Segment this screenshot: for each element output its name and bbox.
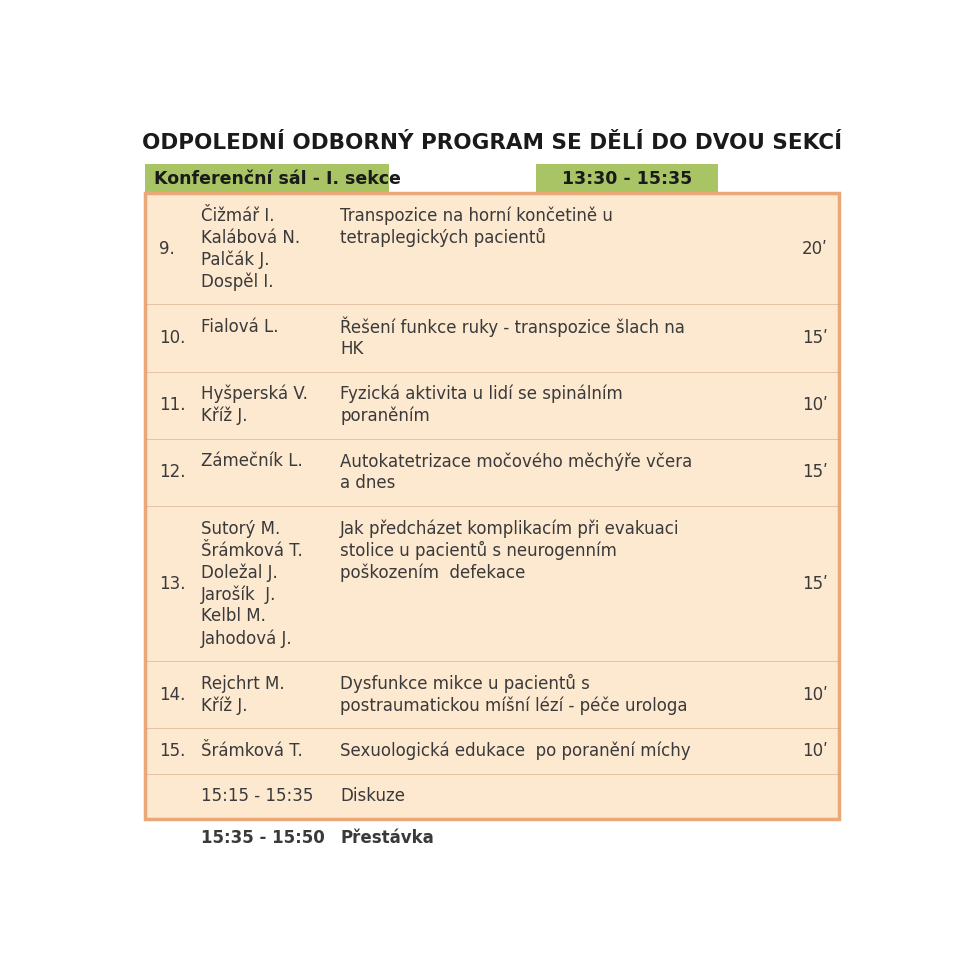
Text: Palčák J.: Palčák J. [201, 251, 269, 269]
Text: 15ʹ: 15ʹ [802, 329, 828, 347]
Text: Řešení funkce ruky - transpozice šlach na: Řešení funkce ruky - transpozice šlach n… [340, 317, 685, 337]
Text: a dnes: a dnes [340, 474, 396, 493]
Text: poraněním: poraněním [340, 407, 430, 425]
Text: Rejchrt M.: Rejchrt M. [201, 675, 284, 693]
Bar [145, 164, 389, 194]
Bar [145, 194, 839, 819]
Text: 10.: 10. [158, 329, 185, 347]
Text: Šrámková T.: Šrámková T. [201, 741, 302, 760]
Text: ODPOLEDNÍ ODBORNÝ PROGRAM SE DĚLÍ DO DVOU SEKCÍ: ODPOLEDNÍ ODBORNÝ PROGRAM SE DĚLÍ DO DVO… [142, 134, 842, 153]
Text: Sutorý M.: Sutorý M. [201, 520, 280, 537]
Text: 13.: 13. [158, 574, 185, 592]
Text: 13:30 - 15:35: 13:30 - 15:35 [563, 169, 692, 188]
Text: Sexuologická edukace  po poranění míchy: Sexuologická edukace po poranění míchy [340, 741, 691, 760]
Text: poškozením  defekace: poškozením defekace [340, 563, 525, 582]
Text: Čižmář I.: Čižmář I. [201, 207, 275, 225]
Text: Kříž J.: Kříž J. [201, 696, 247, 715]
Text: Kříž J.: Kříž J. [201, 407, 247, 425]
Text: Dysfunkce mikce u pacientů s: Dysfunkce mikce u pacientů s [340, 674, 590, 693]
Text: postraumatickou míšní lézí - péče urologa: postraumatickou míšní lézí - péče urolog… [340, 696, 687, 715]
Text: Fialová L.: Fialová L. [201, 318, 278, 336]
Text: Autokatetrizace močového měchýře včera: Autokatetrizace močového měchýře včera [340, 452, 692, 470]
Text: 15.: 15. [158, 741, 185, 760]
Text: tetraplegických pacientů: tetraplegických pacientů [340, 228, 546, 247]
Bar [537, 164, 718, 194]
Text: 15:15 - 15:35: 15:15 - 15:35 [201, 787, 313, 805]
Text: 12.: 12. [158, 464, 185, 481]
Text: Kelbl M.: Kelbl M. [201, 608, 266, 625]
Text: Kalábová N.: Kalábová N. [201, 228, 300, 247]
Text: 10ʹ: 10ʹ [802, 685, 828, 704]
Text: 15ʹ: 15ʹ [802, 464, 828, 481]
Text: HK: HK [340, 340, 364, 358]
Text: Konferenční sál - I. sekce: Konferenční sál - I. sekce [155, 169, 401, 188]
Text: Doležal J.: Doležal J. [201, 563, 277, 582]
Text: Jahodová J.: Jahodová J. [201, 629, 292, 648]
Text: Jarošík  J.: Jarošík J. [201, 586, 276, 604]
Text: 10ʹ: 10ʹ [802, 741, 828, 760]
Text: 20ʹ: 20ʹ [802, 240, 828, 257]
Text: 15ʹ: 15ʹ [802, 574, 828, 592]
Text: Transpozice na horní končetině u: Transpozice na horní končetině u [340, 206, 613, 225]
Text: Diskuze: Diskuze [340, 787, 405, 805]
Text: 9.: 9. [158, 240, 175, 257]
Text: Přestávka: Přestávka [340, 830, 434, 847]
Text: 14.: 14. [158, 685, 185, 704]
Text: stolice u pacientů s neurogenním: stolice u pacientů s neurogenním [340, 541, 617, 560]
Text: 10ʹ: 10ʹ [802, 396, 828, 414]
Text: Zámečník L.: Zámečník L. [201, 452, 302, 470]
Text: Hyšperská V.: Hyšperská V. [201, 385, 307, 404]
Text: Fyzická aktivita u lidí se spinálním: Fyzická aktivita u lidí se spinálním [340, 385, 623, 404]
Text: Šrámková T.: Šrámková T. [201, 541, 302, 560]
Text: 15:35 - 15:50: 15:35 - 15:50 [201, 830, 324, 847]
Text: 11.: 11. [158, 396, 185, 414]
Text: Jak předcházet komplikacím při evakuaci: Jak předcházet komplikacím při evakuaci [340, 520, 680, 538]
Text: Dospěl I.: Dospěl I. [201, 272, 273, 291]
